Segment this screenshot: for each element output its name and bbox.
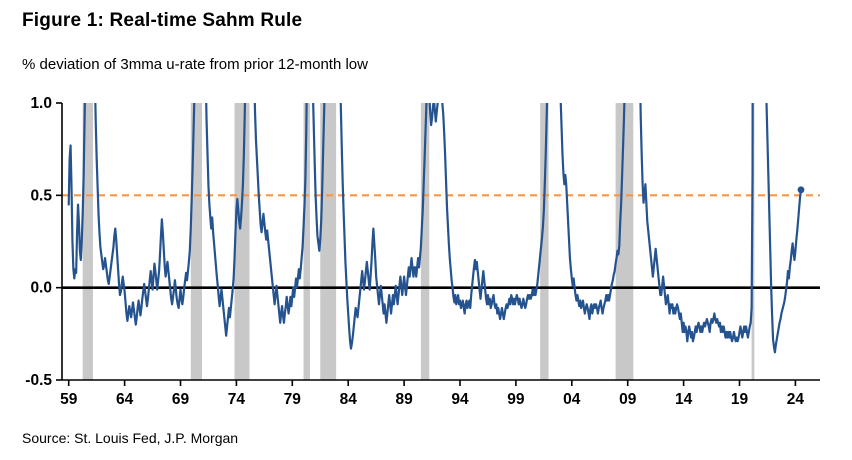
recession-band bbox=[303, 103, 310, 380]
x-tick-label: 74 bbox=[228, 391, 246, 408]
chart-subtitle: % deviation of 3mma u-rate from prior 12… bbox=[22, 56, 368, 73]
recession-band bbox=[190, 103, 202, 380]
x-tick-label: 59 bbox=[60, 391, 78, 408]
recession-band bbox=[615, 103, 634, 380]
x-tick-label: 84 bbox=[340, 391, 358, 408]
x-tick-label: 64 bbox=[116, 391, 134, 408]
chart-title: Figure 1: Real-time Sahm Rule bbox=[22, 10, 303, 31]
x-tick-label: 09 bbox=[619, 391, 637, 408]
x-tick-label: 69 bbox=[172, 391, 190, 408]
recession-band bbox=[234, 103, 250, 380]
recession-band bbox=[540, 103, 549, 380]
recession-band bbox=[82, 103, 93, 380]
x-tick-label: 99 bbox=[507, 391, 525, 408]
x-tick-label: 24 bbox=[787, 391, 805, 408]
recession-band bbox=[420, 103, 430, 380]
sahm-rule-series-line bbox=[67, 103, 803, 354]
y-tick-label: 0.5 bbox=[30, 187, 52, 204]
chart-source: Source: St. Louis Fed, J.P. Morgan bbox=[22, 430, 239, 446]
latest-value-marker bbox=[797, 186, 805, 194]
x-tick-label: 94 bbox=[451, 391, 469, 408]
recession-band bbox=[320, 103, 337, 380]
y-tick-label: 1.0 bbox=[30, 95, 52, 112]
x-tick-label: 19 bbox=[731, 391, 749, 408]
x-tick-label: 89 bbox=[395, 391, 413, 408]
x-tick-label: 14 bbox=[675, 391, 693, 408]
y-tick-label: -0.5 bbox=[25, 372, 52, 389]
y-tick-label: 0.0 bbox=[30, 280, 52, 297]
x-tick-label: 04 bbox=[563, 391, 581, 408]
x-tick-label: 79 bbox=[284, 391, 302, 408]
